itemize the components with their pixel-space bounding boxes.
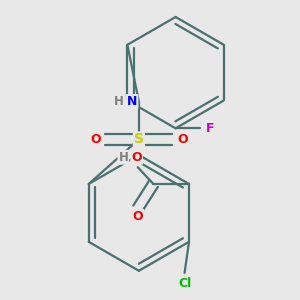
Text: H: H: [114, 95, 124, 108]
Text: Cl: Cl: [178, 277, 191, 290]
Text: H: H: [118, 151, 128, 164]
Text: O: O: [133, 210, 143, 223]
Text: O: O: [90, 133, 101, 146]
Text: N: N: [127, 95, 137, 108]
Text: O: O: [177, 133, 188, 146]
Text: S: S: [134, 132, 144, 146]
Text: O: O: [131, 151, 142, 164]
Text: F: F: [206, 122, 214, 135]
